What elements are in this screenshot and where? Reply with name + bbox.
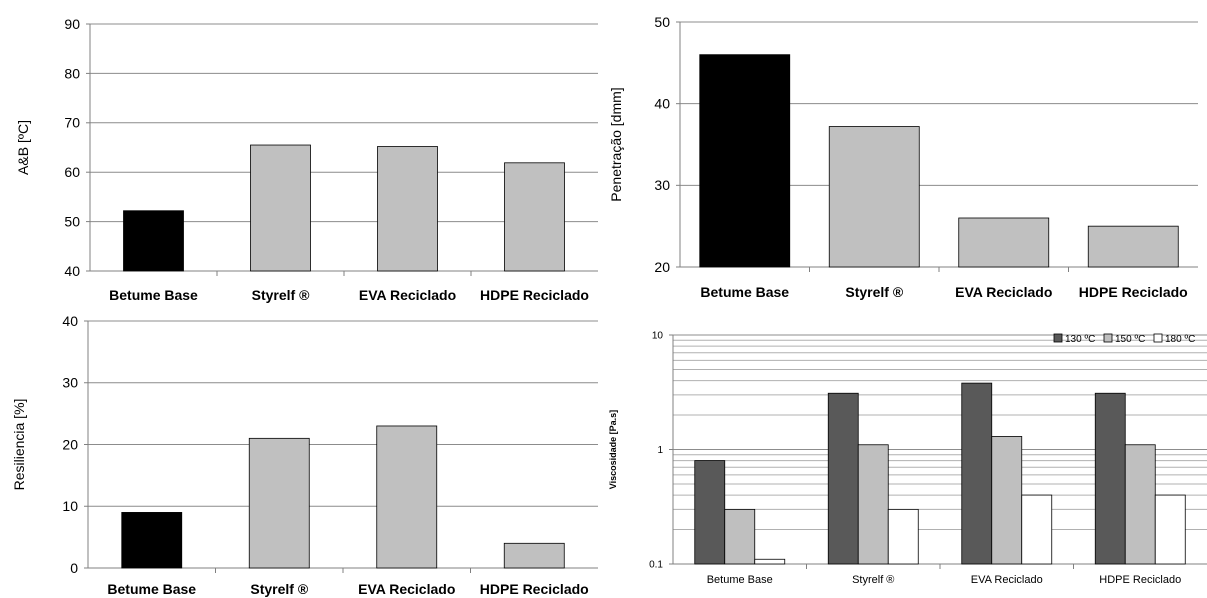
bar [377, 146, 438, 272]
bar-1 [1094, 392, 1126, 565]
bar-2 [724, 508, 756, 565]
y-tick-label: 0.1 [649, 560, 663, 571]
x-tick-label: Betume Base [107, 581, 196, 597]
y-tick-label: 30 [62, 375, 78, 391]
bar [1087, 225, 1179, 268]
y-tick-label: 10 [62, 498, 78, 514]
legend-swatch [1153, 333, 1163, 343]
y-tick-label: 50 [654, 14, 670, 30]
x-tick-label: HDPE Reciclado [1079, 284, 1188, 300]
y-tick-label: 40 [64, 263, 80, 279]
y-axis-label: Penetração [dmm] [608, 87, 624, 201]
bar [958, 217, 1050, 268]
x-tick-label: Betume Base [707, 574, 773, 586]
legend-label: 130 ºC [1065, 334, 1095, 345]
bar-3 [1154, 494, 1186, 565]
y-tick-label: 80 [64, 65, 80, 81]
bar-2 [857, 444, 889, 565]
bar [504, 162, 565, 272]
bar [248, 437, 310, 569]
x-tick-label: Betume Base [700, 284, 789, 300]
x-tick-label: EVA Reciclado [971, 574, 1043, 586]
bar [123, 210, 184, 272]
bar-1 [694, 460, 726, 565]
x-tick-label: Styrelf ® [852, 574, 894, 586]
bar [121, 512, 183, 569]
y-tick-label: 40 [654, 96, 670, 112]
bar-1 [827, 392, 859, 565]
bar [250, 144, 311, 272]
y-axis-label: Viscosidade [Pa.s] [608, 410, 618, 489]
x-tick-label: Betume Base [109, 287, 198, 303]
bar [699, 54, 791, 268]
bar-3 [754, 558, 786, 565]
y-tick-label: 60 [64, 164, 80, 180]
y-tick-label: 0 [70, 560, 78, 576]
x-tick-label: HDPE Reciclado [1099, 574, 1181, 586]
y-axis-label: Resiliencia [%] [11, 399, 27, 491]
legend-label: 180 ºC [1165, 334, 1195, 345]
y-tick-label: 30 [654, 177, 670, 193]
y-tick-label: 20 [62, 436, 78, 452]
y-tick-label: 70 [64, 115, 80, 131]
x-tick-label: Styrelf ® [250, 581, 308, 597]
y-tick-label: 50 [64, 214, 80, 230]
y-tick-label: 10 [652, 331, 664, 342]
bar-2 [991, 436, 1023, 565]
x-tick-label: EVA Reciclado [955, 284, 1052, 300]
x-tick-label: Styrelf ® [252, 287, 310, 303]
x-tick-label: EVA Reciclado [359, 287, 456, 303]
bar [503, 542, 565, 569]
legend-label: 150 ºC [1115, 334, 1145, 345]
bar-3 [887, 508, 919, 565]
x-tick-label: Styrelf ® [845, 284, 903, 300]
bar-1 [961, 382, 993, 565]
y-tick-label: 1 [657, 445, 663, 456]
bar-2 [1124, 444, 1156, 565]
y-tick-label: 20 [654, 259, 670, 275]
legend-swatch [1103, 333, 1113, 343]
bar [828, 126, 920, 268]
x-tick-label: HDPE Reciclado [480, 581, 589, 597]
y-axis-label: A&B [ºC] [15, 120, 31, 175]
y-tick-label: 40 [62, 313, 78, 329]
legend-swatch [1053, 333, 1063, 343]
bar-3 [1021, 494, 1053, 565]
x-tick-label: HDPE Reciclado [480, 287, 589, 303]
bar [376, 425, 438, 569]
y-tick-label: 90 [64, 16, 80, 32]
x-tick-label: EVA Reciclado [358, 581, 455, 597]
